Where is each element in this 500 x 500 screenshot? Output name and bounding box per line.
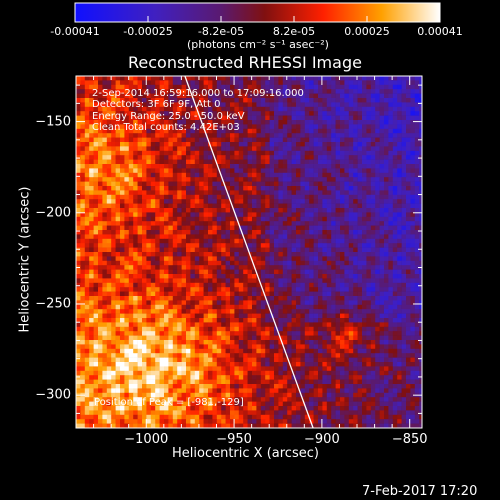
chart-title: Reconstructed RHESSI Image <box>128 53 362 72</box>
colorbar-tick-label: 0.00025 <box>344 25 390 38</box>
y-tick-label: −250 <box>35 296 71 312</box>
x-tick-label: −900 <box>304 432 340 447</box>
axis-ticks <box>75 76 422 428</box>
footer-date: 7-Feb-2017 17:20 <box>362 484 478 499</box>
x-tick-label: −950 <box>216 432 252 447</box>
colorbar-tick-label: 8.2e-05 <box>272 25 316 38</box>
heatmap-image <box>76 76 422 428</box>
colorbar <box>74 2 441 23</box>
annotation-detectors: Detectors: 3F 6F 9F, Att 0 <box>92 99 221 110</box>
colorbar-unit-label: (photons cm⁻² s⁻¹ asec⁻²) <box>187 38 329 51</box>
x-tick-label: −1000 <box>124 432 169 447</box>
annotation-counts: Clean Total counts: 4.42E+03 <box>92 122 240 133</box>
limb-line <box>184 75 314 429</box>
colorbar-tick-label: -0.00041 <box>50 25 100 38</box>
y-tick-label: −150 <box>35 114 71 130</box>
y-tick-label: −200 <box>35 205 71 221</box>
peak-position-label: Position of Peak = [-981,-129] <box>94 397 244 408</box>
colorbar-tick-label: 0.00041 <box>417 25 463 38</box>
plot-frame <box>75 75 423 429</box>
colorbar-tick-label: -0.00025 <box>123 25 173 38</box>
colorbar-tick-label: -8.2e-05 <box>197 25 245 38</box>
annotation-time-range: 2-Sep-2014 16:59:16.000 to 17:09:16.000 <box>92 88 304 99</box>
y-tick-label: −300 <box>35 387 71 403</box>
annotation-energy-range: Energy Range: 25.0 - 50.0 keV <box>92 111 245 122</box>
x-tick-label: −850 <box>391 432 428 447</box>
y-axis-label: Heliocentric Y (arcsec) <box>17 186 33 333</box>
colorbar-ticks <box>74 16 441 22</box>
x-axis-label: Heliocentric X (arcsec) <box>172 446 319 461</box>
